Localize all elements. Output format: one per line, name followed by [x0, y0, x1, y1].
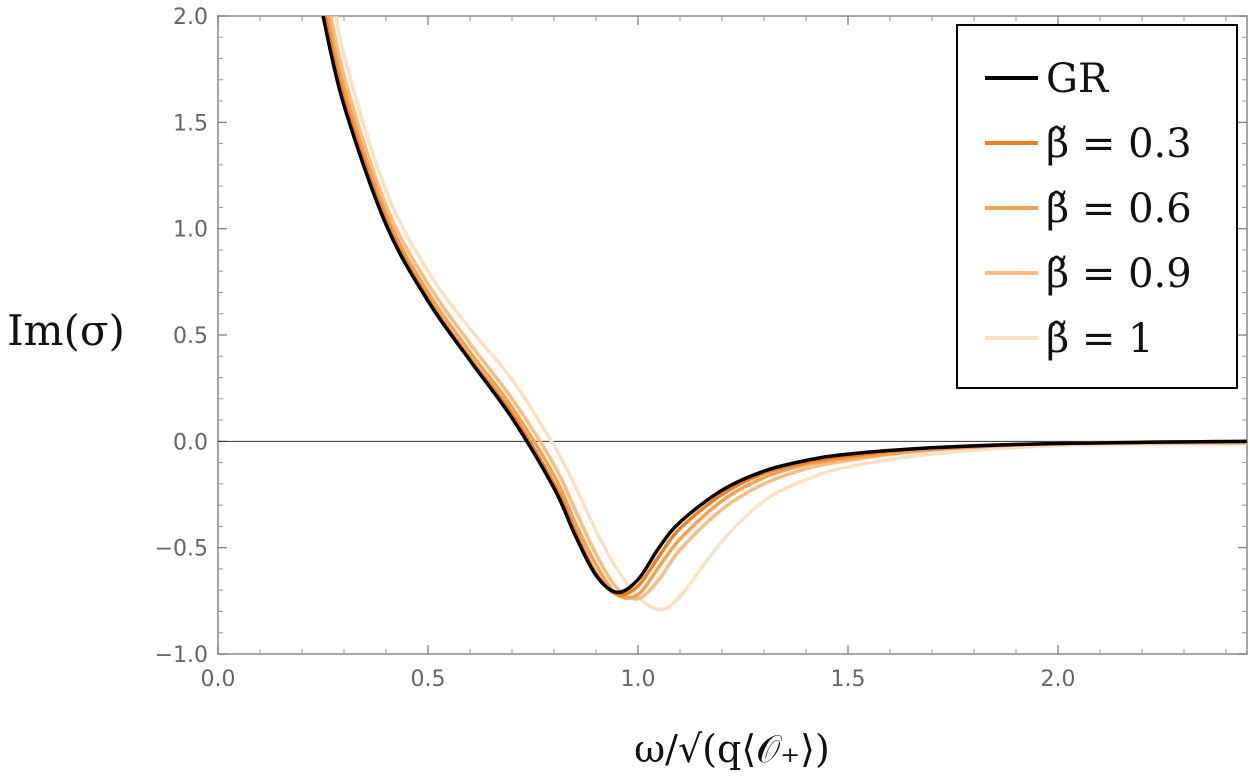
legend-label: GR: [1046, 56, 1110, 102]
y-tick-label: 0.0: [173, 430, 208, 455]
y-tick-label: 2.0: [173, 5, 208, 30]
x-tick-labels: 0.0 0.5 1.0 1.5 2.0: [201, 667, 1076, 692]
major-ticks: [217, 15, 1247, 655]
y-tick-label: −1.0: [155, 643, 208, 668]
legend-label: β̃ = 0.6: [1046, 186, 1192, 232]
series-lines: [321, 16, 1247, 612]
x-axis-title: ω/√(q⟨𝒪₊⟩): [634, 727, 830, 771]
y-tick-label: 1.5: [173, 111, 208, 136]
legend: GR β̃ = 0.3 β̃ = 0.6 β̃ = 0.9 β̃ = 1: [956, 24, 1238, 389]
series-line-0: [321, 16, 1247, 595]
x-tick-label: 0.0: [201, 667, 236, 692]
y-tick-labels: 2.0 1.5 1.0 0.5 0.0 −0.5 −1.0: [155, 5, 208, 668]
y-tick-label: 1.0: [173, 218, 208, 243]
legend-label: β̃ = 0.3: [1046, 121, 1192, 167]
x-tick-label: 0.5: [411, 667, 446, 692]
series-line-2: [326, 16, 1247, 600]
y-tick-label: 0.5: [173, 324, 208, 349]
minor-ticks: [218, 16, 1247, 654]
x-tick-label: 2.0: [1041, 667, 1076, 692]
legend-entries: GR β̃ = 0.3 β̃ = 0.6 β̃ = 0.9 β̃ = 1: [985, 56, 1192, 362]
y-axis-title: Im(σ): [7, 306, 125, 355]
x-tick-label: 1.5: [831, 667, 866, 692]
y-tick-label: −0.5: [155, 537, 208, 562]
x-tick-label: 1.0: [621, 667, 656, 692]
legend-label: β̃ = 1: [1046, 316, 1154, 362]
legend-label: β̃ = 0.9: [1046, 251, 1192, 297]
